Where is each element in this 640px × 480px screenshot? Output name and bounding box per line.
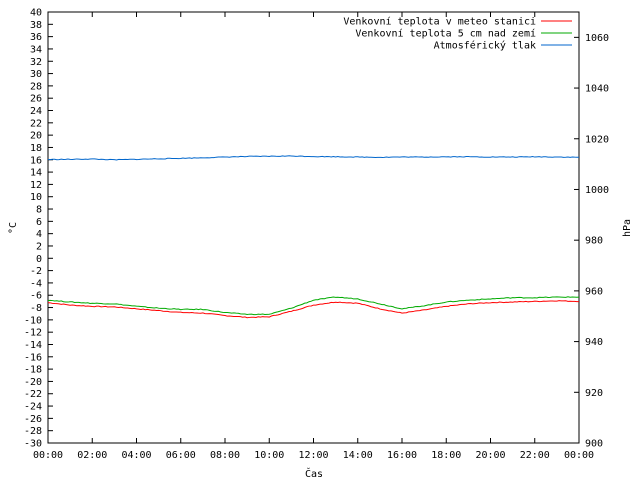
y-right-tick-label: 1020 [585, 134, 609, 145]
x-tick-label: 02:00 [77, 450, 107, 461]
legend: Venkovní teplota v meteo staniciVenkovní… [343, 16, 572, 52]
y-right-tick-label: 1040 [585, 84, 609, 95]
legend-label-2: Venkovní teplota 5 cm nad zemí [355, 28, 536, 40]
y-left-tick-label: 28 [30, 81, 42, 92]
y-left-tick-label: -12 [24, 328, 42, 339]
x-tick-label: 00:00 [33, 450, 63, 461]
y-left-tick-label: -24 [24, 402, 42, 413]
axes-frame [47, 11, 580, 444]
y-right-tick-label: 920 [585, 388, 603, 399]
y-left-tick-label: 14 [30, 168, 42, 179]
y-left-tick-label: 0 [36, 254, 42, 265]
series-line-1 [47, 300, 580, 319]
y-left-tick-label: 22 [30, 118, 42, 129]
y-left-tick-label: 30 [30, 69, 42, 80]
y-left-tick-label: -30 [24, 439, 42, 450]
y-left-tick-label: 16 [30, 155, 42, 166]
y-left-tick-label: 24 [30, 106, 42, 117]
y-left-tick-label: -20 [24, 377, 42, 388]
x-tick-label: 06:00 [166, 450, 196, 461]
y-left-tick-label: 32 [30, 57, 42, 68]
x-tick-label: 14:00 [343, 450, 373, 461]
x-tick-label: 20:00 [475, 450, 505, 461]
y-right-tick-label: 980 [585, 236, 603, 247]
y-left-axis-title: °C [8, 222, 19, 234]
x-tick-label: 08:00 [210, 450, 240, 461]
y-left-tick-label: -28 [24, 426, 42, 437]
x-axis: 00:00 02:00 04:00 06:00 08:00 10:00 12:00 14:00… [33, 12, 594, 461]
y-right-tick-label: 900 [585, 439, 603, 450]
x-tick-label: 22:00 [520, 450, 550, 461]
y-left-tick-label: -10 [24, 315, 42, 326]
x-axis-title: Čas [305, 467, 323, 480]
y-left-tick-label: 36 [30, 32, 42, 43]
legend-label-1: Venkovní teplota v meteo stanici [343, 16, 536, 28]
y-left-tick-label: -4 [30, 278, 42, 289]
y-left-tick-label: 26 [30, 94, 42, 105]
y-left-tick-label: 8 [36, 205, 42, 216]
y-left-tick-label: 38 [30, 20, 42, 31]
y-left-tick-label: -8 [30, 303, 42, 314]
plot-frame [47, 11, 580, 444]
y-left-tick-label: 2 [36, 241, 42, 252]
legend-label-3: Atmosférický tlak [434, 40, 536, 52]
series-line-2 [47, 296, 580, 316]
y-right-tick-label: 1060 [585, 33, 609, 44]
right-axis: 900 920 940 960 980 1000 1020 1040 1060 [574, 33, 609, 450]
x-tick-label: 12:00 [298, 450, 328, 461]
y-left-tick-label: -2 [30, 266, 42, 277]
y-left-tick-label: 20 [30, 131, 42, 142]
y-left-tick-label: 40 [30, 8, 42, 19]
x-tick-label: 00:00 [564, 450, 594, 461]
y-right-tick-label: 940 [585, 337, 603, 348]
y-left-tick-label: 34 [30, 44, 42, 55]
y-right-axis-title: hPa [622, 219, 633, 237]
y-left-tick-label: -26 [24, 414, 42, 425]
y-left-tick-label: -14 [24, 340, 42, 351]
left-axis: -30-28-26-24-22-20-18-16-14-12-10-8-6-4-… [24, 8, 53, 450]
x-tick-label: 16:00 [387, 450, 417, 461]
y-left-tick-label: 12 [30, 180, 42, 191]
y-left-tick-label: 18 [30, 143, 42, 154]
y-left-tick-label: 4 [36, 229, 42, 240]
y-left-tick-label: 6 [36, 217, 42, 228]
y-left-tick-label: -22 [24, 389, 42, 400]
y-left-tick-label: -16 [24, 352, 42, 363]
series-group [47, 155, 580, 319]
y-left-tick-label: 10 [30, 192, 42, 203]
series-line-3 [47, 155, 580, 161]
y-left-tick-label: -6 [30, 291, 42, 302]
x-tick-label: 10:00 [254, 450, 284, 461]
x-tick-label: 04:00 [121, 450, 151, 461]
y-right-tick-label: 1000 [585, 185, 609, 196]
x-tick-label: 18:00 [431, 450, 461, 461]
y-left-tick-label: -18 [24, 365, 42, 376]
y-right-tick-label: 960 [585, 286, 603, 297]
